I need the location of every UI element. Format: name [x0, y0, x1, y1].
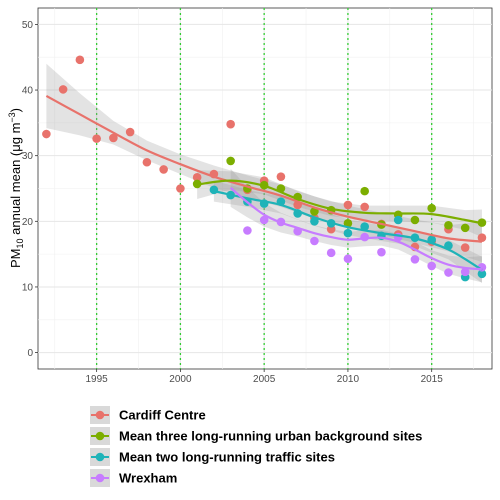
y-tick-label: 10: [22, 282, 34, 293]
point-mean-two-long-running-traffic-sites: [477, 269, 487, 279]
y-tick-label: 30: [22, 151, 34, 162]
legend-key-point-mean-three-long-running-urban-background-sites: [95, 431, 105, 441]
point-cardiff-centre: [75, 55, 85, 65]
y-axis-title-base: PM: [8, 249, 23, 269]
point-mean-three-long-running-urban-background-sites: [360, 186, 369, 196]
y-axis-title-sub: 10: [15, 238, 25, 248]
point-wrexham: [343, 254, 353, 264]
point-cardiff-centre: [42, 129, 51, 139]
legend-label-wrexham: Wrexham: [119, 471, 177, 486]
legend-key-point-mean-two-long-running-traffic-sites: [95, 452, 105, 462]
point-cardiff-centre: [226, 119, 235, 129]
legend-label-cardiff-centre: Cardiff Centre: [119, 408, 206, 423]
point-mean-two-long-running-traffic-sites: [393, 215, 403, 225]
smooth-line-cardiff-centre: [45, 94, 483, 243]
y-axis-title-end: ): [8, 108, 23, 112]
legend: Cardiff Centre Mean three long-running ur…: [90, 406, 422, 487]
legend-key-point-wrexham: [95, 473, 105, 483]
smooth-line-mean-three-long-running-urban-background-sites: [197, 179, 483, 225]
point-wrexham: [377, 247, 386, 257]
y-tick-label: 40: [22, 86, 34, 97]
smooth-line-wrexham: [229, 187, 483, 271]
point-cardiff-centre: [192, 173, 202, 182]
point-cardiff-centre: [58, 85, 68, 94]
point-mean-three-long-running-urban-background-sites: [427, 203, 436, 213]
y-tick-label: 50: [22, 20, 34, 31]
point-cardiff-centre: [326, 224, 336, 234]
point-mean-three-long-running-urban-background-sites: [460, 223, 470, 233]
point-mean-two-long-running-traffic-sites: [343, 228, 353, 238]
point-cardiff-centre: [142, 157, 152, 167]
y-axis-title-sup: −3: [7, 112, 17, 122]
point-cardiff-centre: [125, 127, 135, 137]
point-mean-two-long-running-traffic-sites: [360, 222, 369, 231]
smooth-lines: [45, 94, 483, 271]
x-tick-label: 2000: [169, 374, 192, 385]
point-wrexham: [410, 255, 420, 264]
point-cardiff-centre: [343, 200, 353, 210]
y-tick-label: 0: [27, 348, 33, 359]
band-wrexham: [230, 168, 482, 283]
point-mean-three-long-running-urban-background-sites: [226, 156, 235, 166]
x-tick-label: 1995: [86, 374, 109, 385]
legend-label-mean-two-long-running-traffic-sites: Mean two long-running traffic sites: [119, 450, 335, 465]
smooth-line-mean-two-long-running-traffic-sites: [213, 190, 483, 271]
point-wrexham: [444, 268, 453, 277]
x-tick-label: 2015: [421, 374, 444, 385]
point-cardiff-centre: [176, 184, 185, 193]
point-wrexham: [243, 226, 252, 235]
point-cardiff-centre: [109, 133, 118, 143]
point-cardiff-centre: [477, 233, 487, 243]
point-wrexham: [460, 267, 470, 277]
point-mean-three-long-running-urban-background-sites: [444, 220, 453, 230]
point-wrexham: [326, 248, 336, 258]
point-cardiff-centre: [360, 202, 369, 212]
point-wrexham: [310, 236, 319, 246]
point-wrexham: [259, 215, 269, 225]
x-tick-label: 2005: [253, 374, 276, 385]
point-cardiff-centre: [159, 165, 168, 174]
legend-key-point-cardiff-centre: [95, 410, 105, 420]
point-mean-three-long-running-urban-background-sites: [410, 215, 420, 225]
y-axis-title: PM10 annual mean (μg m−3): [7, 108, 25, 268]
y-tick-label: 20: [22, 217, 34, 228]
point-mean-three-long-running-urban-background-sites: [343, 218, 353, 228]
point-cardiff-centre: [460, 243, 470, 252]
axes: 1995 2000 2005 2010 2015 0 10 20 30 40 50: [22, 20, 443, 385]
x-tick-label: 2010: [337, 374, 360, 385]
y-axis-title-mid: annual mean (μg m: [8, 123, 23, 239]
point-wrexham: [427, 261, 436, 271]
point-cardiff-centre: [92, 134, 101, 143]
point-cardiff-centre: [276, 172, 286, 181]
legend-label-mean-three-long-running-urban-background-sites: Mean three long-running urban background…: [119, 429, 422, 444]
